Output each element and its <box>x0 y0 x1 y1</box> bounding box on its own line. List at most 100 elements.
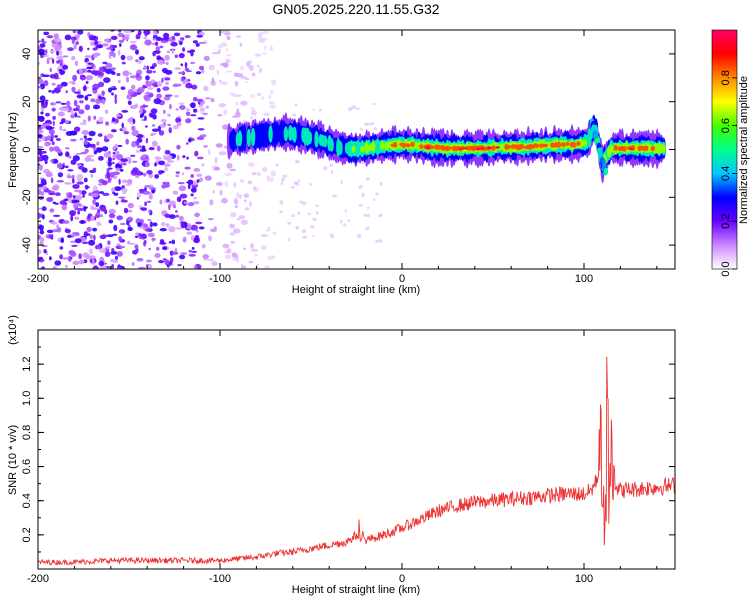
noise-speckle <box>109 258 116 263</box>
x-tick-label: 100 <box>575 573 593 585</box>
noise-speckle <box>236 192 240 199</box>
noise-speckle <box>150 133 154 136</box>
noise-speckle <box>86 137 93 141</box>
noise-speckle <box>340 180 343 185</box>
noise-speckle <box>79 138 84 141</box>
signal-track-cell <box>576 141 581 146</box>
noise-speckle <box>190 235 195 241</box>
noise-speckle <box>194 212 200 218</box>
noise-speckle <box>111 129 117 133</box>
noise-speckle <box>60 102 67 105</box>
noise-speckle <box>71 244 78 247</box>
noise-speckle <box>54 135 58 138</box>
signal-track-cell <box>495 146 500 149</box>
noise-speckle <box>233 198 238 205</box>
signal-track-cell <box>329 138 334 152</box>
noise-speckle <box>41 103 48 109</box>
noise-speckle <box>105 68 113 75</box>
noise-speckle <box>105 62 113 69</box>
noise-speckle <box>131 129 139 137</box>
noise-speckle <box>201 243 206 249</box>
noise-speckle <box>135 49 139 55</box>
y-tick-label: 0.4 <box>21 493 33 508</box>
noise-speckle <box>148 209 151 214</box>
noise-speckle <box>81 130 89 135</box>
noise-speckle <box>154 253 161 258</box>
noise-speckle <box>55 101 62 104</box>
noise-speckle <box>138 205 143 208</box>
noise-speckle <box>294 181 299 184</box>
noise-speckle <box>39 95 46 102</box>
noise-speckle <box>167 123 172 126</box>
noise-speckle <box>148 264 153 269</box>
noise-speckle <box>158 160 166 166</box>
noise-speckle <box>178 71 185 75</box>
noise-speckle <box>236 218 241 221</box>
noise-speckle <box>208 217 214 221</box>
noise-speckle <box>250 94 255 98</box>
noise-speckle <box>179 193 188 199</box>
noise-speckle <box>216 69 220 76</box>
noise-speckle <box>143 65 147 69</box>
noise-speckle <box>51 82 56 86</box>
noise-speckle <box>79 189 82 195</box>
noise-speckle <box>93 234 96 241</box>
noise-speckle <box>165 223 170 228</box>
noise-speckle <box>236 257 240 263</box>
noise-speckle <box>149 66 155 70</box>
colorbar-ticks: 0.0 0.2 0.4 0.6 0.8 <box>720 70 737 277</box>
noise-speckle <box>73 44 77 50</box>
noise-speckle <box>84 96 88 100</box>
signal-track-cell <box>410 141 415 148</box>
noise-speckle <box>62 257 69 260</box>
noise-speckle <box>40 125 46 129</box>
noise-speckle <box>146 200 152 203</box>
noise-speckle <box>184 222 188 228</box>
noise-speckle <box>156 55 162 60</box>
noise-speckle <box>72 203 78 209</box>
noise-speckle <box>96 221 101 225</box>
noise-speckle <box>111 92 114 96</box>
noise-speckle <box>38 115 41 121</box>
noise-speckle <box>141 105 149 108</box>
signal-track-cell <box>379 141 385 150</box>
noise-speckle <box>190 224 198 231</box>
noise-speckle <box>301 201 307 206</box>
noise-speckle <box>119 168 124 172</box>
noise-speckle <box>152 51 156 57</box>
noise-speckle <box>122 36 130 40</box>
noise-speckle <box>164 259 170 265</box>
noise-speckle <box>131 160 138 163</box>
signal-track-cell <box>283 126 289 142</box>
noise-speckle <box>105 121 109 126</box>
noise-speckle <box>59 200 67 206</box>
noise-speckle <box>56 162 63 169</box>
colorbar-gradient <box>711 29 738 270</box>
noise-speckle <box>118 236 123 242</box>
noise-speckle <box>116 154 124 161</box>
noise-speckle <box>46 58 50 65</box>
noise-speckle <box>55 138 62 141</box>
noise-speckle <box>84 148 89 153</box>
noise-speckle <box>97 71 105 77</box>
noise-speckle <box>64 182 72 185</box>
noise-speckle <box>257 37 265 43</box>
noise-speckle <box>164 167 169 172</box>
noise-speckle <box>148 187 157 190</box>
noise-speckle <box>68 155 72 159</box>
noise-speckle <box>162 247 168 250</box>
noise-speckle <box>38 224 44 231</box>
signal-track-cell <box>292 126 297 143</box>
noise-speckle <box>127 118 132 123</box>
noise-speckle <box>70 256 73 260</box>
noise-speckle <box>154 156 162 160</box>
noise-speckle <box>219 80 222 83</box>
noise-speckle <box>120 86 126 90</box>
noise-speckle <box>70 159 77 165</box>
noise-speckle <box>151 140 158 147</box>
noise-speckle <box>207 149 211 156</box>
noise-speckle <box>82 252 90 258</box>
noise-speckle <box>301 229 307 234</box>
noise-speckle <box>143 37 147 40</box>
noise-speckle <box>90 174 94 178</box>
